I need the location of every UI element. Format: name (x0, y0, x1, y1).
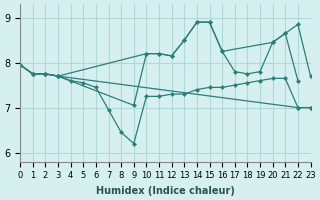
X-axis label: Humidex (Indice chaleur): Humidex (Indice chaleur) (96, 186, 235, 196)
